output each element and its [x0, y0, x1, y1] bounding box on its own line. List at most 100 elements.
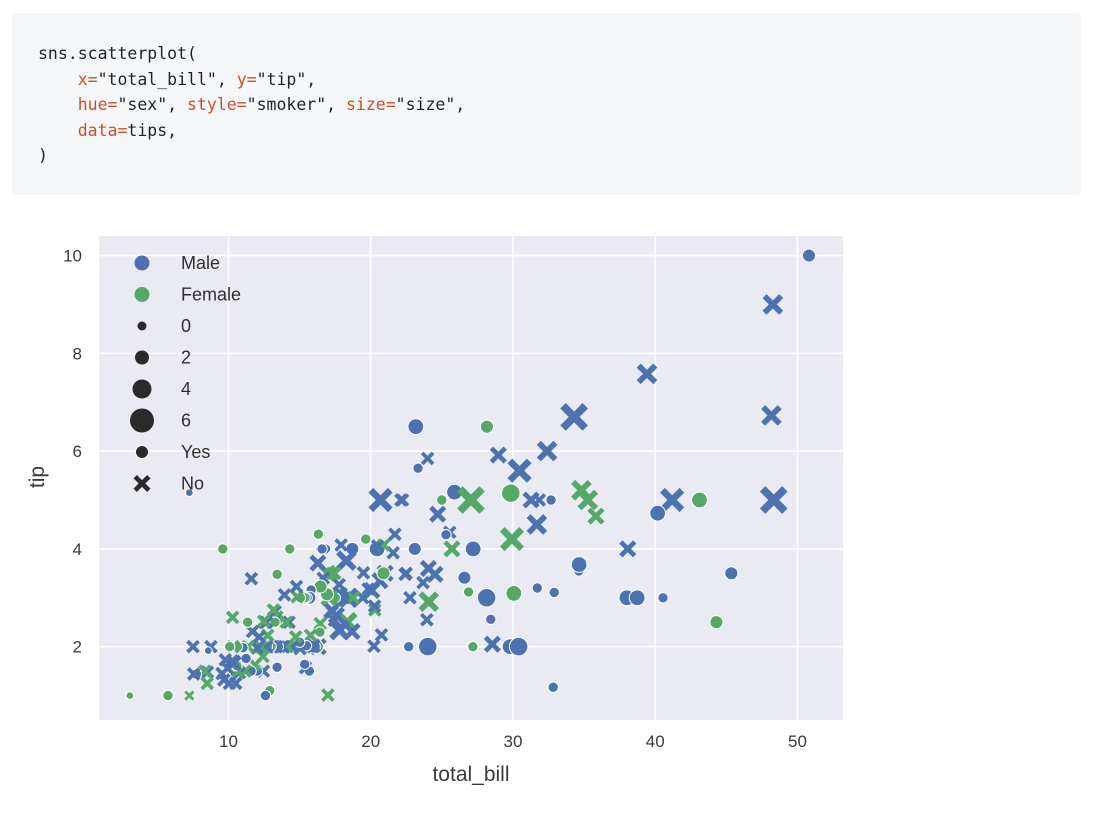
data-point — [691, 491, 708, 509]
code-token: "sex", — [117, 95, 188, 114]
marker-x-stroke — [403, 590, 417, 605]
code-line-1: sns.scatterplot( — [38, 44, 197, 63]
marker-x-stroke — [636, 363, 658, 385]
marker-x-stroke — [388, 527, 402, 542]
marker-x-stroke — [443, 540, 461, 558]
y-tick-label: 10 — [63, 247, 82, 266]
data-point — [367, 639, 381, 653]
marker-x-stroke — [370, 539, 385, 553]
marker-x-stroke — [577, 489, 599, 511]
data-point — [526, 514, 548, 535]
marker-x-stroke — [499, 527, 525, 552]
data-point — [508, 636, 529, 657]
data-point — [284, 543, 296, 555]
marker-x-stroke — [361, 582, 375, 596]
data-point — [329, 619, 350, 641]
legend-style-marker — [133, 475, 151, 492]
data-point — [360, 533, 372, 545]
data-point — [548, 586, 560, 599]
code-token: "size", — [395, 95, 466, 114]
marker-x-stroke — [420, 612, 434, 627]
data-point — [303, 628, 318, 643]
data-point — [531, 582, 543, 594]
data-point — [316, 543, 328, 555]
data-point — [279, 615, 294, 630]
marker-x-stroke — [303, 628, 318, 643]
data-point — [560, 403, 588, 431]
data-point — [507, 458, 532, 483]
legend-label-female: Female — [181, 285, 241, 305]
data-point — [570, 556, 588, 573]
data-point — [709, 615, 724, 630]
data-point — [464, 540, 482, 558]
data-point — [323, 601, 341, 620]
marker-x-stroke — [483, 635, 501, 653]
marker-x-stroke — [332, 577, 346, 592]
legend-marker-female — [134, 287, 150, 302]
marker-x-stroke — [398, 567, 412, 582]
marker-x-stroke — [536, 440, 558, 462]
marker-x-stroke — [759, 486, 788, 514]
marker-x-stroke — [761, 405, 782, 426]
code-line-2: x="total_bill", y="tip", — [38, 70, 316, 89]
data-point — [356, 566, 371, 580]
plot-background — [99, 236, 843, 720]
code-token: "tip", — [256, 69, 317, 89]
data-point — [217, 543, 229, 555]
code-line-3: hue="sex", style="smoker", size="size", — [38, 95, 465, 114]
data-point — [370, 539, 385, 553]
marker-x-stroke — [429, 505, 447, 523]
marker-x-stroke — [244, 571, 259, 586]
marker-x-stroke — [334, 538, 348, 552]
data-point — [440, 529, 452, 541]
code-token — [38, 95, 78, 114]
data-point — [289, 579, 304, 594]
code-token: y= — [236, 69, 257, 89]
marker-x-stroke — [184, 690, 195, 701]
data-point — [388, 527, 402, 542]
data-point — [200, 676, 215, 691]
marker-x-stroke — [762, 294, 784, 315]
data-point — [479, 419, 494, 434]
data-point — [418, 591, 440, 612]
data-point — [407, 541, 422, 556]
data-point — [547, 681, 559, 693]
marker-x-stroke — [522, 491, 540, 509]
data-point — [522, 491, 540, 509]
code-token: size= — [346, 95, 396, 114]
marker-x-stroke — [338, 587, 359, 609]
data-point — [312, 528, 325, 540]
y-tick-label: 4 — [73, 540, 82, 559]
legend-size-label: 6 — [181, 411, 191, 431]
data-point — [587, 507, 605, 525]
data-point — [420, 612, 434, 627]
data-point — [403, 590, 417, 605]
code-token: style= — [187, 95, 247, 114]
marker-x-stroke — [489, 446, 507, 464]
marker-x-stroke — [313, 616, 327, 631]
legend-marker-male — [134, 255, 150, 271]
marker-x-stroke — [279, 615, 294, 630]
code-token: data= — [77, 120, 128, 140]
data-point — [215, 666, 229, 681]
data-point — [271, 568, 283, 581]
data-point — [499, 527, 525, 552]
legend-label-male: Male — [181, 253, 220, 273]
data-point — [501, 483, 521, 503]
data-point — [577, 489, 599, 511]
data-point — [485, 613, 497, 625]
marker-x-stroke — [420, 451, 435, 466]
marker-x-stroke — [660, 487, 685, 513]
marker-x-stroke — [346, 590, 361, 605]
code-block: sns.scatterplot( x="total_bill", y="tip"… — [12, 13, 1081, 195]
x-tick-label: 30 — [504, 732, 523, 751]
x-tick-label: 50 — [788, 732, 807, 751]
marker-x-stroke — [587, 507, 605, 525]
data-point — [660, 487, 685, 513]
legend-size-marker — [132, 379, 152, 399]
marker-x-stroke — [418, 591, 440, 612]
data-point — [476, 588, 497, 608]
marker-x-stroke — [215, 666, 229, 681]
data-point — [266, 603, 281, 617]
data-point — [649, 504, 667, 522]
